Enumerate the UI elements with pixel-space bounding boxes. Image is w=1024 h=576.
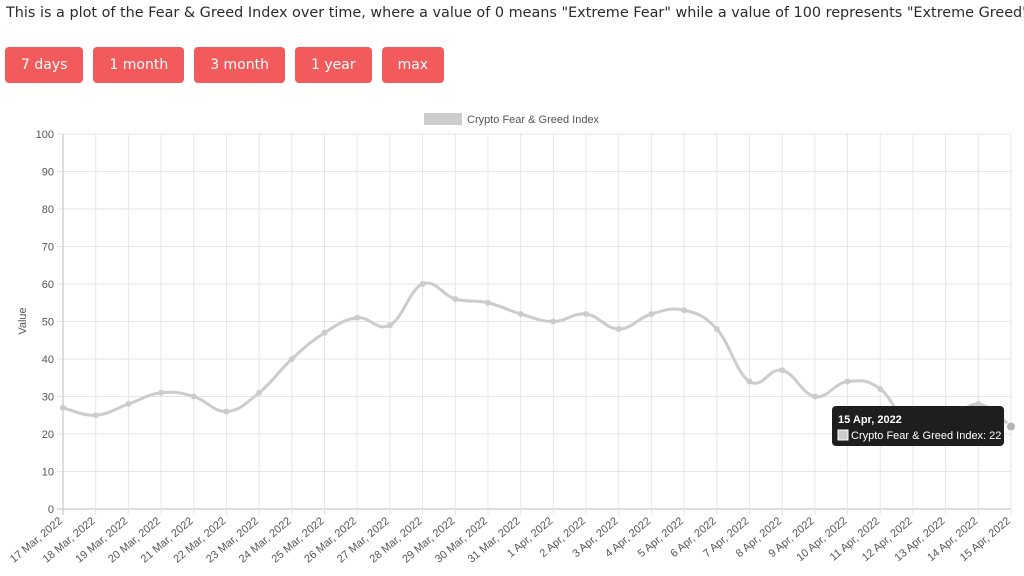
data-point[interactable] <box>288 356 295 362</box>
y-tick-label: 0 <box>48 504 54 516</box>
y-tick-label: 90 <box>42 167 54 179</box>
data-point[interactable] <box>60 404 66 411</box>
chart-grid <box>57 133 1012 515</box>
data-point[interactable] <box>583 311 590 317</box>
data-point[interactable] <box>419 281 426 287</box>
data-point[interactable] <box>975 401 982 407</box>
chart-legend[interactable]: Crypto Fear & Greed Index <box>424 113 600 126</box>
tooltip: 15 Apr, 2022 Crypto Fear & Greed Index: … <box>832 406 1004 446</box>
range-1-year-button[interactable]: 1 year <box>295 47 372 83</box>
range-1-month-button[interactable]: 1 month <box>93 47 185 83</box>
data-point[interactable] <box>844 378 851 385</box>
range-max-button[interactable]: max <box>381 47 445 83</box>
y-tick-label: 100 <box>36 129 54 141</box>
data-point[interactable] <box>681 307 688 314</box>
data-point[interactable] <box>321 329 328 336</box>
tooltip-body: Crypto Fear & Greed Index: 22 <box>851 430 1001 442</box>
data-point[interactable] <box>517 311 524 317</box>
range-3-month-button[interactable]: 3 month <box>194 47 285 83</box>
data-point[interactable] <box>1006 421 1016 432</box>
data-point[interactable] <box>648 311 655 317</box>
range-7-days-button[interactable]: 7 days <box>5 47 84 83</box>
data-point[interactable] <box>452 296 459 302</box>
legend-label: Crypto Fear & Greed Index <box>467 114 600 126</box>
data-point[interactable] <box>811 393 818 400</box>
y-tick-label: 30 <box>42 392 54 404</box>
tooltip-title: 15 Apr, 2022 <box>838 414 902 426</box>
y-axis-ticks: 0 10 20 30 40 50 60 70 80 90 100 <box>36 129 54 516</box>
data-point[interactable] <box>484 299 491 306</box>
y-tick-label: 80 <box>42 204 54 216</box>
data-point[interactable] <box>190 393 197 400</box>
data-point[interactable] <box>877 386 884 392</box>
legend-swatch <box>424 113 462 125</box>
y-tick-label: 40 <box>42 354 54 366</box>
data-point[interactable] <box>223 408 230 415</box>
data-point[interactable] <box>779 367 786 374</box>
data-point[interactable] <box>158 389 165 396</box>
data-point[interactable] <box>550 318 557 325</box>
y-tick-label: 50 <box>42 317 54 329</box>
data-point[interactable] <box>354 314 361 321</box>
data-point[interactable] <box>92 412 99 419</box>
tooltip-box <box>832 406 1004 446</box>
data-point[interactable] <box>125 401 132 407</box>
tooltip-swatch <box>837 429 849 441</box>
series-points[interactable] <box>60 281 1016 434</box>
data-point[interactable] <box>746 378 753 385</box>
y-tick-label: 60 <box>42 279 54 291</box>
y-tick-label: 10 <box>42 467 54 479</box>
y-tick-label: 70 <box>42 242 54 254</box>
data-point[interactable] <box>615 326 622 332</box>
range-button-group: 7 days 1 month 3 month 1 year max <box>5 47 445 83</box>
chart-description: This is a plot of the Fear & Greed Index… <box>6 5 1024 21</box>
data-point[interactable] <box>256 389 263 396</box>
y-tick-label: 20 <box>42 429 54 441</box>
y-axis-label: Value <box>17 307 29 334</box>
data-point[interactable] <box>386 322 393 329</box>
data-point[interactable] <box>713 326 720 332</box>
